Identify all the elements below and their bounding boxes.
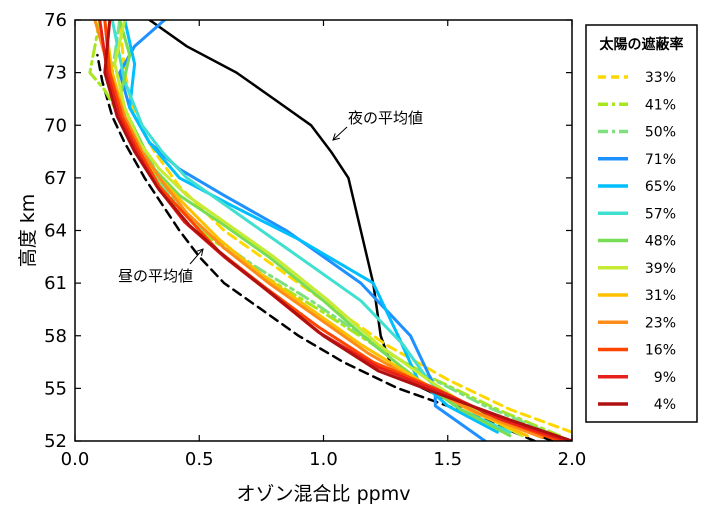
series-line-day_mean: [96, 53, 536, 441]
legend-label: 41%: [645, 97, 676, 113]
legend: 太陽の遮蔽率 33% 41% 50% 71% 65% 57% 48% 39% 31% 23% 16% 9…: [585, 24, 698, 423]
legend-label: 57%: [645, 206, 676, 222]
series-line-39pct: [113, 20, 524, 438]
y-tick-label: 52: [44, 431, 67, 452]
x-tick-label: 1.0: [309, 449, 338, 470]
legend-label: 16%: [645, 343, 676, 359]
y-tick-label: 76: [44, 10, 67, 31]
legend-label: 31%: [645, 288, 676, 304]
legend-label: 65%: [645, 179, 676, 195]
series-line-41pct: [88, 20, 562, 438]
y-tick-label: 67: [44, 168, 67, 189]
legend-label: 33%: [645, 70, 676, 86]
annotation-night_mean: 夜の平均値: [348, 109, 423, 127]
series-layer: [88, 20, 572, 441]
legend-label: 50%: [645, 125, 676, 141]
annotation-arrow-line: [332, 126, 348, 141]
legend-title: 太陽の遮蔽率: [600, 36, 684, 53]
y-tick-label: 58: [44, 326, 67, 347]
y-tick-label: 64: [44, 221, 67, 242]
legend-label: 48%: [645, 234, 676, 250]
y-axis-label: 高度 km: [17, 194, 39, 268]
series-line-4pct: [103, 20, 572, 441]
annotation-arrow-head: [196, 248, 204, 256]
series-line-33pct: [118, 20, 572, 434]
legend-label: 23%: [645, 315, 676, 331]
axis-layer: 0.0 0.5 1.0 1.5 2.0 52 55 58 61 64 67 70 73 76 オゾン混合比 …: [17, 10, 586, 505]
y-tick-label: 70: [44, 115, 67, 136]
x-tick-label: 2.0: [558, 449, 587, 470]
x-tick-label: 0.5: [185, 449, 214, 470]
annotation-arrow-line: [189, 248, 204, 265]
legend-box: [585, 24, 698, 423]
x-tick-label: 1.5: [433, 449, 462, 470]
y-tick-label: 61: [44, 273, 67, 294]
annotation-arrow-head: [332, 133, 340, 141]
y-tick-label: 55: [44, 378, 67, 399]
plot-area: [75, 20, 572, 441]
legend-label: 71%: [645, 152, 676, 168]
x-tick-label: 0.0: [61, 449, 90, 470]
annotation-day_mean: 昼の平均値: [118, 267, 193, 285]
x-axis-label: オゾン混合比 ppmv: [237, 483, 411, 505]
legend-label: 9%: [654, 370, 676, 386]
legend-label: 39%: [645, 261, 676, 277]
legend-label: 4%: [654, 397, 676, 413]
y-tick-label: 73: [44, 63, 67, 84]
